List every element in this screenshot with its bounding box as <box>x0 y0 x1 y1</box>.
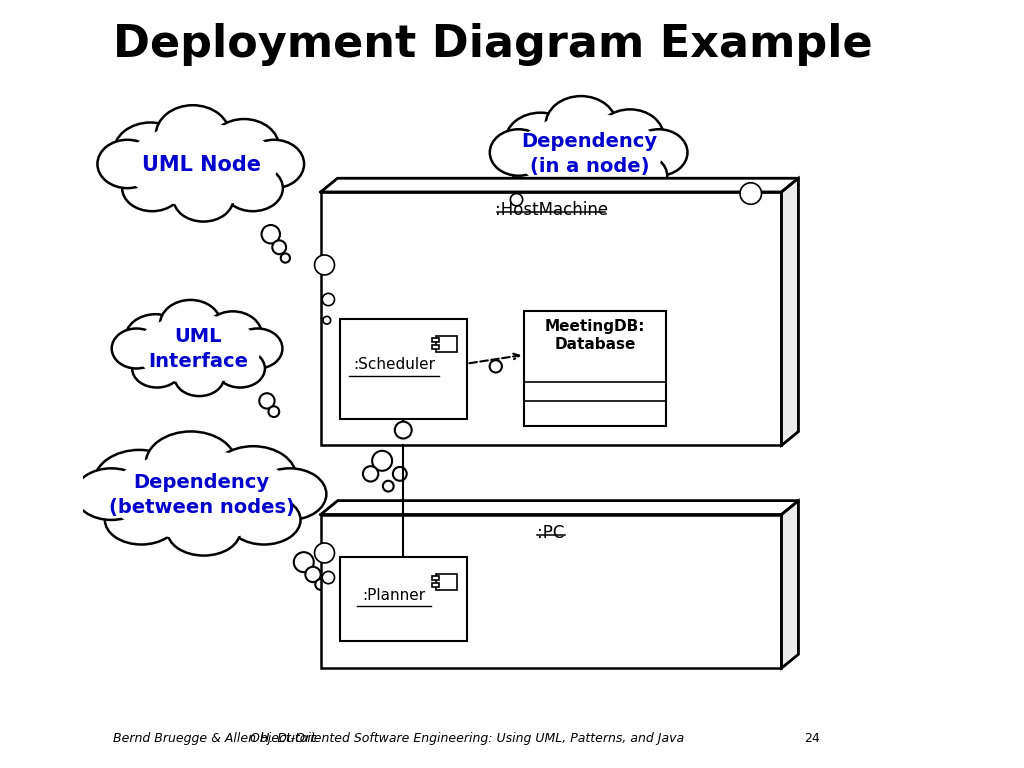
Circle shape <box>393 467 407 481</box>
Circle shape <box>259 393 274 409</box>
Ellipse shape <box>135 315 260 384</box>
Ellipse shape <box>132 313 263 386</box>
Circle shape <box>281 253 290 263</box>
Ellipse shape <box>75 468 147 520</box>
Text: Dependency
(in a node): Dependency (in a node) <box>521 131 657 176</box>
Circle shape <box>323 571 335 584</box>
Ellipse shape <box>97 140 158 188</box>
Circle shape <box>372 451 392 471</box>
Ellipse shape <box>174 358 224 396</box>
Ellipse shape <box>104 448 298 543</box>
Text: :PC: :PC <box>538 524 565 541</box>
Text: :HostMachine: :HostMachine <box>495 201 607 219</box>
Bar <box>436 574 458 590</box>
Text: MeetingDB:
Database: MeetingDB: Database <box>545 319 645 353</box>
Text: UML
Interface: UML Interface <box>147 327 248 372</box>
Circle shape <box>555 221 568 235</box>
Ellipse shape <box>94 450 184 514</box>
Ellipse shape <box>204 311 262 359</box>
Ellipse shape <box>562 164 620 208</box>
Text: 24: 24 <box>804 732 820 745</box>
Ellipse shape <box>122 165 182 211</box>
Text: :Planner: :Planner <box>362 588 426 603</box>
Circle shape <box>314 543 335 563</box>
Ellipse shape <box>122 121 282 210</box>
Ellipse shape <box>227 495 301 545</box>
Bar <box>321 515 781 668</box>
Ellipse shape <box>145 432 237 495</box>
Polygon shape <box>781 501 799 668</box>
Text: Dependency
(between nodes): Dependency (between nodes) <box>109 473 295 518</box>
Ellipse shape <box>253 468 327 520</box>
Ellipse shape <box>546 96 616 154</box>
Bar <box>432 338 439 343</box>
Ellipse shape <box>125 314 186 364</box>
Text: UML Node: UML Node <box>142 155 261 175</box>
Text: :Scheduler: :Scheduler <box>353 357 435 372</box>
Ellipse shape <box>244 140 304 188</box>
Circle shape <box>305 567 321 582</box>
Ellipse shape <box>173 176 233 221</box>
Bar <box>432 583 439 587</box>
Ellipse shape <box>232 329 283 369</box>
Bar <box>340 557 467 641</box>
Ellipse shape <box>126 124 278 207</box>
Bar <box>436 336 458 352</box>
Ellipse shape <box>160 300 221 349</box>
Circle shape <box>362 466 378 482</box>
Bar <box>524 311 667 426</box>
Circle shape <box>395 422 412 439</box>
Circle shape <box>294 552 313 572</box>
Ellipse shape <box>156 105 230 165</box>
Polygon shape <box>321 501 799 515</box>
Circle shape <box>489 360 502 372</box>
Circle shape <box>268 406 280 417</box>
Bar <box>432 576 439 581</box>
Ellipse shape <box>167 506 241 555</box>
Circle shape <box>315 579 326 590</box>
Ellipse shape <box>104 495 178 545</box>
Circle shape <box>740 183 762 204</box>
Circle shape <box>510 194 522 206</box>
Ellipse shape <box>517 114 663 194</box>
Ellipse shape <box>513 154 571 198</box>
Text: Object-Oriented Software Engineering: Using UML, Patterns, and Java: Object-Oriented Software Engineering: Us… <box>250 732 684 745</box>
Ellipse shape <box>609 154 668 198</box>
Ellipse shape <box>110 451 294 540</box>
Ellipse shape <box>114 122 187 183</box>
Bar <box>432 345 439 349</box>
Circle shape <box>323 293 335 306</box>
Bar <box>321 192 781 445</box>
Ellipse shape <box>215 349 265 388</box>
Circle shape <box>261 225 280 243</box>
Ellipse shape <box>596 109 664 164</box>
Circle shape <box>383 481 393 492</box>
Circle shape <box>272 240 286 254</box>
Circle shape <box>546 207 564 226</box>
Polygon shape <box>321 178 799 192</box>
Ellipse shape <box>223 165 283 211</box>
Circle shape <box>314 255 335 275</box>
Ellipse shape <box>210 446 296 508</box>
Ellipse shape <box>630 129 687 176</box>
Ellipse shape <box>505 113 575 170</box>
Ellipse shape <box>489 129 547 176</box>
Ellipse shape <box>112 329 162 369</box>
Bar <box>340 319 467 419</box>
Ellipse shape <box>132 349 181 388</box>
Circle shape <box>323 316 331 324</box>
Text: Bernd Bruegge & Allen H. Dutoit: Bernd Bruegge & Allen H. Dutoit <box>114 732 316 745</box>
Ellipse shape <box>209 119 280 177</box>
Text: Deployment Diagram Example: Deployment Diagram Example <box>114 23 872 66</box>
Polygon shape <box>781 178 799 445</box>
Ellipse shape <box>513 111 666 197</box>
